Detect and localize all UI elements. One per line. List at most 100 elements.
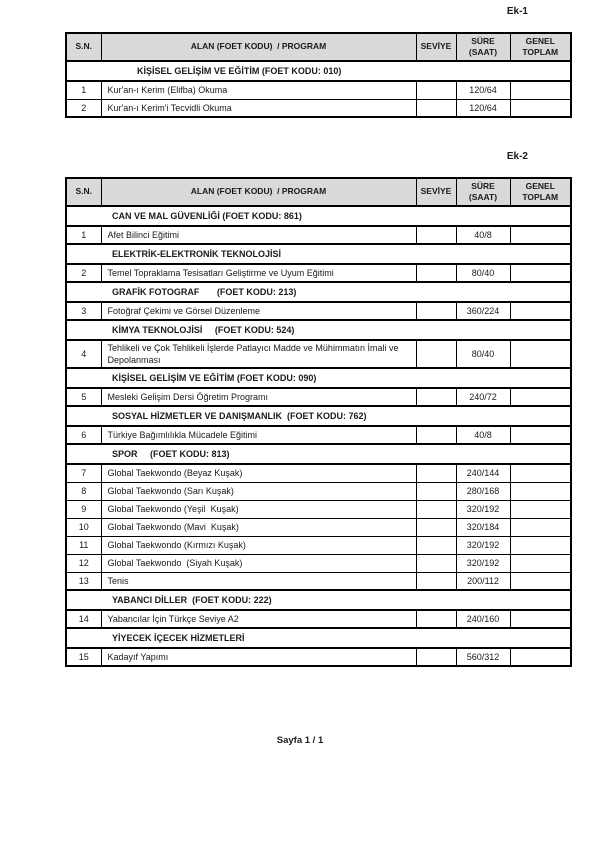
program-row: 5 Mesleki Gelişim Dersi Öğretim Programı 2… bbox=[65, 387, 572, 407]
section-row: ELEKTRİK-ELEKTRONİK TEKNOLOJİSİ bbox=[65, 243, 572, 265]
column-header-0: S.N. bbox=[65, 177, 102, 207]
cell-sn: 12 bbox=[65, 553, 102, 573]
cell-sure: 240/72 bbox=[455, 387, 511, 407]
cell-program: Yabancılar İçin Türkçe Seviye A2 bbox=[100, 609, 417, 629]
table-ek2: S.N. ALAN (FOET KODU) / PROGRAM SEVİYE SÜRE… bbox=[65, 177, 572, 668]
program-row: 2 Temel Topraklama Tesisatları Geliştirme… bbox=[65, 263, 572, 283]
cell-genel-toplam bbox=[509, 425, 572, 445]
cell-sure: 120/64 bbox=[455, 98, 511, 118]
cell-sure: 200/112 bbox=[455, 571, 511, 591]
cell-genel-toplam bbox=[509, 339, 572, 369]
attachment-label-ek1: Ek-1 bbox=[506, 6, 528, 17]
program-row: 1 Afet Bilinci Eğitimi 40/8 bbox=[65, 225, 572, 245]
section-row: YABANCI DİLLER (FOET KODU: 222) bbox=[65, 589, 572, 612]
column-header-0: S.N. bbox=[65, 32, 102, 62]
section-title: KİMYA TEKNOLOJİSİ (FOET KODU: 524) bbox=[65, 319, 572, 341]
attachment-label-ek2: Ek-2 bbox=[506, 151, 528, 162]
program-row: 10 Global Taekwondo (Mavi Kuşak) 320/184 bbox=[65, 517, 572, 537]
cell-sn: 10 bbox=[65, 517, 102, 537]
cell-sn: 2 bbox=[65, 263, 102, 283]
cell-sure: 40/8 bbox=[455, 225, 511, 245]
cell-sn: 4 bbox=[65, 339, 102, 369]
cell-program: Global Taekwondo (Kırmızı Kuşak) bbox=[100, 535, 417, 555]
cell-program: Global Taekwondo (Beyaz Kuşak) bbox=[100, 463, 417, 483]
cell-genel-toplam bbox=[509, 301, 572, 321]
cell-genel-toplam bbox=[509, 263, 572, 283]
cell-program: Mesleki Gelişim Dersi Öğretim Programı bbox=[100, 387, 417, 407]
section-title: YABANCI DİLLER (FOET KODU: 222) bbox=[65, 589, 572, 612]
program-row: 13 Tenis 200/112 bbox=[65, 571, 572, 591]
cell-program: Tenis bbox=[100, 571, 417, 591]
cell-sure: 240/160 bbox=[455, 609, 511, 629]
column-header-1: ALAN (FOET KODU) / PROGRAM bbox=[100, 32, 417, 62]
cell-sure: 40/8 bbox=[455, 425, 511, 445]
cell-program: Global Taekwondo (Siyah Kuşak) bbox=[100, 553, 417, 573]
cell-genel-toplam bbox=[509, 609, 572, 629]
section-row: YİYECEK İÇECEK HİZMETLERİ bbox=[65, 627, 572, 650]
cell-seviye bbox=[415, 481, 457, 501]
cell-sn: 11 bbox=[65, 535, 102, 555]
cell-program: Fotoğraf Çekimi ve Görsel Düzenleme bbox=[100, 301, 417, 321]
cell-genel-toplam bbox=[509, 535, 572, 555]
cell-seviye bbox=[415, 609, 457, 629]
program-row: 14 Yabancılar İçin Türkçe Seviye A2 240/16… bbox=[65, 609, 572, 629]
cell-sn: 2 bbox=[65, 98, 102, 118]
cell-program: Afet Bilinci Eğitimi bbox=[100, 225, 417, 245]
cell-seviye bbox=[415, 499, 457, 519]
section-row: KİŞİSEL GELİŞİM VE EĞİTİM (FOET KODU: 09… bbox=[65, 367, 572, 390]
column-header-4: GENEL TOPLAM bbox=[509, 177, 572, 207]
cell-seviye bbox=[415, 517, 457, 537]
cell-genel-toplam bbox=[509, 553, 572, 573]
cell-program: Tehlikeli ve Çok Tehlikeli İşlerde Patla… bbox=[100, 339, 417, 369]
cell-sure: 360/224 bbox=[455, 301, 511, 321]
section-title: YİYECEK İÇECEK HİZMETLERİ bbox=[65, 627, 572, 650]
section-row: KİMYA TEKNOLOJİSİ (FOET KODU: 524) bbox=[65, 319, 572, 341]
cell-seviye bbox=[415, 98, 457, 118]
cell-genel-toplam bbox=[509, 225, 572, 245]
cell-seviye bbox=[415, 339, 457, 369]
table-header-row: S.N. ALAN (FOET KODU) / PROGRAM SEVİYE SÜRE… bbox=[65, 32, 572, 62]
section-row: KİŞİSEL GELİŞİM VE EĞİTİM (FOET KODU: 01… bbox=[65, 60, 572, 82]
cell-sure: 320/192 bbox=[455, 535, 511, 555]
program-row: 11 Global Taekwondo (Kırmızı Kuşak) 320/19… bbox=[65, 535, 572, 555]
cell-sn: 5 bbox=[65, 387, 102, 407]
section-title: ELEKTRİK-ELEKTRONİK TEKNOLOJİSİ bbox=[65, 243, 572, 265]
section-title: SPOR (FOET KODU: 813) bbox=[65, 443, 572, 466]
cell-sure: 320/184 bbox=[455, 517, 511, 537]
cell-sure: 240/144 bbox=[455, 463, 511, 483]
cell-seviye bbox=[415, 463, 457, 483]
cell-genel-toplam bbox=[509, 463, 572, 483]
program-row: 6 Türkiye Bağımlılıkla Mücadele Eğitimi 40… bbox=[65, 425, 572, 445]
cell-sn: 9 bbox=[65, 499, 102, 519]
cell-genel-toplam bbox=[509, 80, 572, 100]
column-header-3: SÜRE (SAAT) bbox=[455, 177, 511, 207]
column-header-2: SEVİYE bbox=[415, 32, 457, 62]
cell-genel-toplam bbox=[509, 517, 572, 537]
section-title: KİŞİSEL GELİŞİM VE EĞİTİM (FOET KODU: 01… bbox=[65, 60, 572, 82]
cell-seviye bbox=[415, 80, 457, 100]
cell-sure: 560/312 bbox=[455, 647, 511, 667]
page-number: Sayfa 1 / 1 bbox=[276, 735, 324, 747]
section-row: CAN VE MAL GÜVENLİĞİ (FOET KODU: 861) bbox=[65, 205, 572, 227]
table-header-row: S.N. ALAN (FOET KODU) / PROGRAM SEVİYE SÜRE… bbox=[65, 177, 572, 207]
section-title: SOSYAL HİZMETLER VE DANIŞMANLIK (FOET KO… bbox=[65, 405, 572, 428]
column-header-3: SÜRE (SAAT) bbox=[455, 32, 511, 62]
cell-seviye bbox=[415, 425, 457, 445]
cell-sn: 1 bbox=[65, 225, 102, 245]
cell-program: Türkiye Bağımlılıkla Mücadele Eğitimi bbox=[100, 425, 417, 445]
cell-sure: 120/64 bbox=[455, 80, 511, 100]
cell-sn: 6 bbox=[65, 425, 102, 445]
cell-genel-toplam bbox=[509, 499, 572, 519]
cell-seviye bbox=[415, 553, 457, 573]
section-row: GRAFİK FOTOGRAF (FOET KODU: 213) bbox=[65, 281, 572, 303]
cell-genel-toplam bbox=[509, 647, 572, 667]
section-title: KİŞİSEL GELİŞİM VE EĞİTİM (FOET KODU: 09… bbox=[65, 367, 572, 390]
cell-genel-toplam bbox=[509, 387, 572, 407]
program-row: 1 Kur'an-ı Kerim (Elifba) Okuma 120/64 bbox=[65, 80, 572, 100]
cell-seviye bbox=[415, 647, 457, 667]
cell-sn: 7 bbox=[65, 463, 102, 483]
program-row: 9 Global Taekwondo (Yeşil Kuşak) 320/192 bbox=[65, 499, 572, 519]
column-header-4: GENEL TOPLAM bbox=[509, 32, 572, 62]
cell-sn: 15 bbox=[65, 647, 102, 667]
